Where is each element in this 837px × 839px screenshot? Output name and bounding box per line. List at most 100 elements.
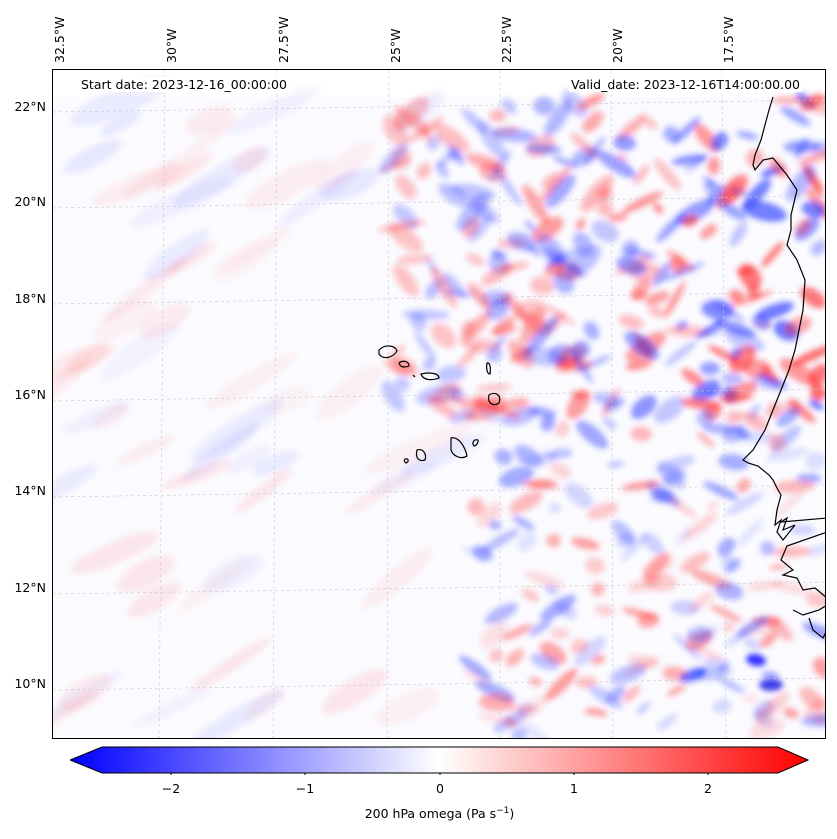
omega-blob: [540, 594, 577, 621]
omega-blob: [630, 395, 657, 419]
omega-blob: [252, 450, 299, 476]
omega-blob: [422, 357, 436, 371]
omega-blob: [606, 685, 626, 704]
omega-blob: [313, 140, 375, 192]
omega-blob: [567, 245, 602, 278]
omega-blob: [461, 320, 475, 337]
omega-blob: [494, 167, 523, 207]
omega-blob: [363, 423, 474, 475]
omega-blob: [759, 632, 777, 648]
omega-blob: [483, 402, 520, 419]
omega-blob: [127, 581, 180, 619]
omega-blob: [544, 99, 572, 138]
omega-blob: [707, 184, 725, 205]
omega-blob: [438, 183, 470, 207]
omega-blob: [776, 407, 801, 427]
omega-blob: [575, 218, 586, 230]
omega-blob: [138, 302, 191, 339]
colorbar-tick-1: 1: [570, 781, 578, 796]
omega-blob: [709, 604, 743, 622]
omega-blob: [519, 307, 547, 344]
omega-blob: [451, 183, 496, 200]
omega-blob: [636, 701, 651, 715]
island-santa-luzia: [412, 374, 416, 378]
omega-blob: [489, 109, 507, 122]
omega-blob: [784, 316, 812, 336]
omega-blob: [494, 448, 513, 466]
lon-label-20w: 20°W: [610, 28, 625, 63]
omega-blob: [656, 212, 686, 243]
omega-blob: [596, 150, 636, 178]
omega-field-map: [53, 70, 825, 738]
omega-blob: [717, 200, 747, 221]
omega-blob: [783, 140, 821, 153]
omega-blob: [608, 212, 628, 223]
omega-blob: [685, 153, 709, 173]
omega-blob: [633, 165, 649, 185]
omega-blob: [512, 515, 535, 531]
omega-blob: [613, 134, 636, 151]
omega-blob: [644, 573, 678, 592]
omega-blob: [530, 653, 559, 670]
omega-blob: [540, 166, 571, 202]
omega-blob: [533, 96, 555, 115]
omega-blob: [597, 200, 613, 217]
omega-blob: [663, 126, 680, 143]
omega-blob: [656, 461, 686, 489]
omega-blob: [521, 588, 540, 602]
omega-blob: [701, 328, 723, 338]
coastline: [378, 96, 825, 639]
omega-blob: [768, 433, 786, 452]
lat-label-16n: 16°N: [14, 387, 46, 402]
omega-blob: [722, 381, 758, 405]
omega-blob: [516, 720, 553, 738]
omega-blob: [583, 321, 600, 340]
omega-blob: [133, 687, 212, 728]
omega-anomaly-blobs: [53, 77, 825, 738]
meridian-line: [272, 70, 278, 738]
omega-blob: [728, 289, 744, 302]
omega-blob: [393, 264, 419, 297]
omega-blob: [189, 398, 285, 463]
island-sao-vicente: [398, 360, 410, 368]
omega-blob: [456, 193, 489, 232]
omega-blob: [810, 240, 825, 256]
omega-blob: [745, 581, 785, 591]
omega-blob: [712, 698, 732, 714]
omega-blob: [660, 262, 705, 281]
omega-blob: [802, 622, 825, 641]
omega-blob: [539, 302, 576, 325]
omega-blob: [62, 401, 130, 435]
omega-blob: [53, 356, 92, 420]
omega-blob: [602, 417, 617, 430]
graticule: [53, 70, 825, 738]
omega-blob: [492, 128, 538, 143]
omega-blob: [736, 478, 751, 493]
lat-label-14n: 14°N: [14, 483, 46, 498]
omega-blob: [436, 365, 466, 383]
omega-blob: [571, 537, 600, 550]
omega-blob: [205, 352, 298, 410]
omega-blob: [724, 329, 765, 352]
omega-blob: [624, 331, 660, 360]
omega-blob: [699, 224, 718, 240]
omega-blob: [641, 532, 664, 555]
omega-blob: [621, 240, 639, 258]
meridian-line: [721, 70, 727, 738]
omega-blob: [185, 105, 233, 136]
omega-blob: [575, 676, 598, 688]
omega-blob: [765, 447, 808, 462]
omega-blob: [226, 86, 320, 135]
omega-blob: [735, 615, 770, 638]
omega-blob: [436, 163, 449, 178]
omega-blob: [754, 692, 790, 723]
omega-blob: [545, 668, 578, 701]
island-fogo: [415, 449, 427, 462]
omega-blob: [682, 513, 718, 541]
omega-blob: [774, 479, 815, 494]
omega-blob: [721, 372, 744, 385]
omega-blob: [509, 490, 543, 514]
omega-blob: [699, 361, 721, 376]
island-santiago: [450, 437, 468, 459]
omega-blob: [645, 291, 670, 305]
